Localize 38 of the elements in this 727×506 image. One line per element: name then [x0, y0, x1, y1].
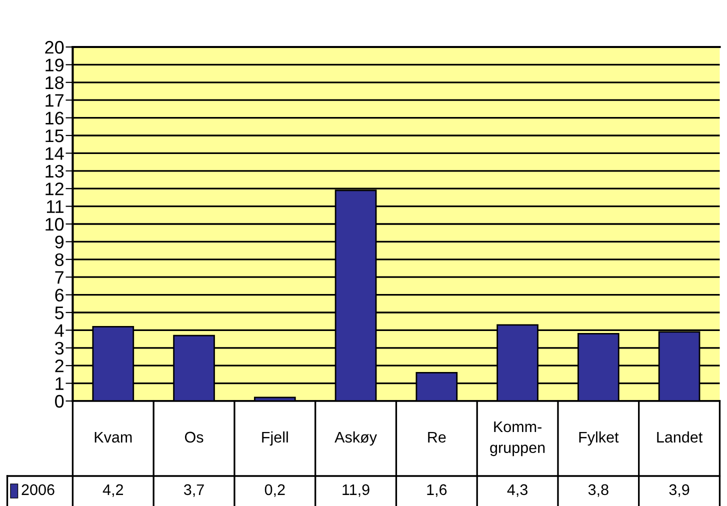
- y-tick-label: 13: [46, 164, 64, 178]
- y-tick-label: 8: [55, 253, 64, 266]
- data-label: 1,6: [427, 484, 447, 497]
- y-tick-label: 20: [45, 40, 64, 54]
- x-tick-label: Os: [184, 432, 204, 443]
- x-tick-label: Fylket: [579, 431, 619, 446]
- x-tick-label: Landet: [657, 431, 703, 443]
- y-tick-label: 7: [55, 271, 64, 284]
- data-label: 0,2: [264, 484, 285, 497]
- x-tick-label: Kvam: [94, 432, 132, 443]
- y-tick-label: 3: [55, 342, 64, 355]
- y-tick-label: 4: [54, 324, 64, 337]
- data-label: 3,9: [669, 484, 690, 497]
- y-tick-label: 19: [46, 58, 64, 72]
- y-tick-label: 5: [55, 306, 64, 320]
- y-tick-label: 12: [46, 182, 64, 196]
- x-tick-label: Re: [428, 432, 446, 443]
- y-tick-label: 6: [55, 288, 64, 302]
- x-tick-label: Komm- gruppen: [490, 422, 545, 456]
- y-tick-label: 10: [46, 218, 64, 231]
- y-tick-label: 15: [46, 130, 64, 142]
- y-tick-label: 11: [46, 200, 64, 213]
- data-label: 3,8: [588, 484, 608, 497]
- data-label: 11,9: [342, 484, 370, 497]
- x-tick-label: Fjell: [262, 431, 288, 446]
- data-label: 4,2: [102, 484, 123, 497]
- data-label: 3,7: [184, 484, 204, 497]
- y-tick-label: 16: [46, 112, 64, 125]
- y-tick-label: 2: [55, 360, 64, 372]
- data-label: 4,3: [507, 484, 528, 497]
- y-tick-label: 0: [55, 394, 64, 408]
- y-tick-label: 14: [46, 147, 64, 160]
- y-tick-label: 1: [56, 377, 64, 390]
- x-tick-label: Askøy: [334, 431, 377, 446]
- legend-label: 2006: [22, 484, 54, 496]
- y-tick-label: 9: [55, 236, 64, 248]
- y-tick-label: 17: [46, 94, 64, 107]
- y-tick-label: 18: [46, 76, 64, 90]
